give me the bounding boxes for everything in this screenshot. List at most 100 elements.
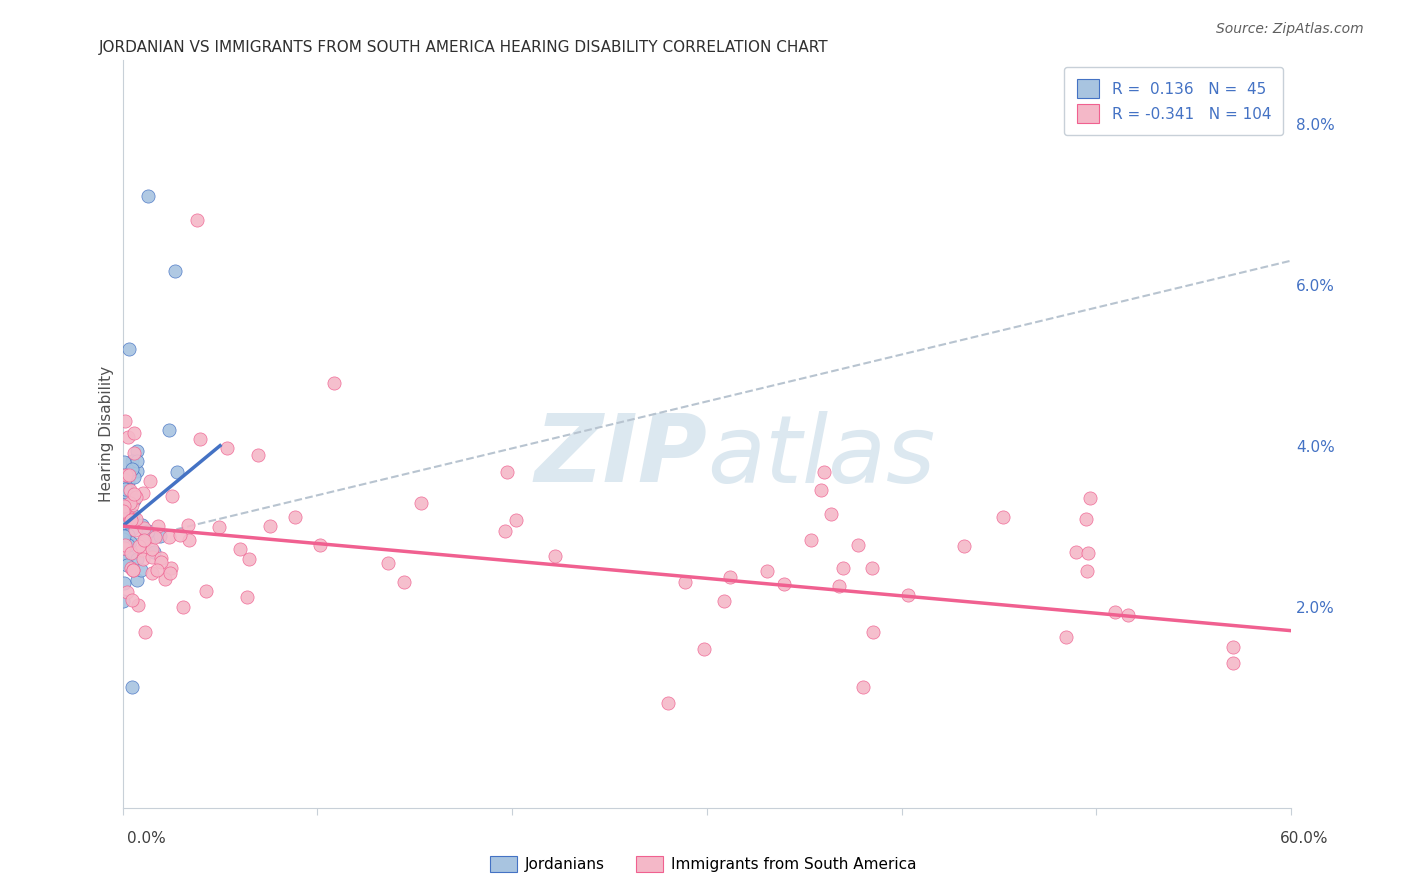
Point (132, 521, 155, 535)
Point (117, 538, 139, 552)
Point (117, 430, 139, 444)
Point (810, 483, 832, 497)
Point (143, 530, 166, 544)
Point (122, 425, 145, 440)
Point (115, 483, 138, 497)
Text: JORDANIAN VS IMMIGRANTS FROM SOUTH AMERICA HEARING DISABILITY CORRELATION CHART: JORDANIAN VS IMMIGRANTS FROM SOUTH AMERI… (98, 40, 828, 55)
Point (121, 592, 143, 607)
Point (159, 561, 181, 575)
Point (149, 528, 172, 542)
Point (117, 585, 139, 599)
Point (122, 493, 145, 508)
Point (114, 495, 136, 509)
Point (953, 539, 976, 553)
Point (132, 551, 155, 566)
Point (1076, 511, 1098, 525)
Point (127, 574, 149, 588)
Point (114, 485, 136, 500)
Point (122, 508, 145, 522)
Point (828, 579, 851, 593)
Point (1076, 564, 1098, 578)
Point (115, 468, 138, 483)
Point (172, 600, 194, 615)
Point (132, 533, 155, 548)
Y-axis label: Hearing Disability: Hearing Disability (100, 366, 114, 501)
Point (125, 490, 148, 504)
Point (207, 520, 229, 534)
Point (125, 512, 148, 526)
Point (228, 541, 250, 556)
Point (157, 423, 180, 437)
Point (718, 569, 741, 583)
Point (235, 590, 257, 604)
Point (114, 514, 136, 528)
Point (120, 561, 142, 575)
Point (112, 503, 135, 517)
Point (118, 496, 141, 510)
Point (284, 510, 307, 524)
Point (112, 593, 135, 607)
Point (112, 541, 135, 555)
Point (162, 489, 184, 503)
Point (118, 510, 141, 524)
Point (114, 415, 136, 429)
Point (131, 542, 153, 557)
Point (134, 533, 156, 548)
Point (165, 264, 187, 278)
Point (259, 519, 281, 533)
Point (121, 522, 143, 536)
Point (862, 625, 884, 640)
Point (166, 465, 188, 479)
Point (409, 496, 432, 510)
Point (246, 449, 269, 463)
Point (134, 624, 156, 639)
Point (1077, 545, 1099, 559)
Point (115, 516, 138, 530)
Point (1116, 608, 1139, 623)
Point (505, 513, 527, 527)
Point (120, 546, 142, 560)
Point (392, 574, 415, 589)
Point (141, 566, 163, 580)
Point (117, 558, 139, 573)
Point (494, 524, 516, 539)
Point (813, 465, 835, 479)
Point (692, 642, 714, 657)
Point (125, 444, 148, 458)
Legend: Jordanians, Immigrants from South America: Jordanians, Immigrants from South Americ… (482, 848, 924, 880)
Point (177, 518, 200, 533)
Point (993, 510, 1015, 524)
Point (132, 486, 155, 500)
Point (322, 376, 344, 391)
Point (121, 680, 143, 694)
Point (112, 554, 135, 568)
Point (146, 563, 169, 577)
Point (112, 532, 135, 546)
Text: ZIP: ZIP (534, 410, 707, 502)
Point (852, 680, 875, 694)
Point (153, 572, 176, 586)
Point (114, 482, 136, 496)
Point (657, 696, 679, 710)
Point (238, 552, 260, 566)
Point (1222, 640, 1244, 654)
Point (127, 454, 149, 468)
Point (139, 530, 162, 544)
Point (186, 213, 208, 227)
Point (159, 566, 181, 580)
Point (129, 563, 152, 577)
Point (149, 551, 172, 566)
Point (121, 461, 143, 475)
Point (128, 539, 150, 553)
Point (141, 541, 163, 556)
Point (120, 513, 142, 527)
Point (143, 544, 166, 558)
Point (112, 499, 135, 513)
Legend: R =  0.136   N =  45, R = -0.341   N = 104: R = 0.136 N = 45, R = -0.341 N = 104 (1064, 67, 1284, 135)
Point (136, 189, 159, 203)
Point (1054, 630, 1077, 644)
Point (544, 549, 567, 563)
Point (713, 594, 735, 608)
Point (127, 598, 149, 612)
Point (114, 472, 136, 486)
